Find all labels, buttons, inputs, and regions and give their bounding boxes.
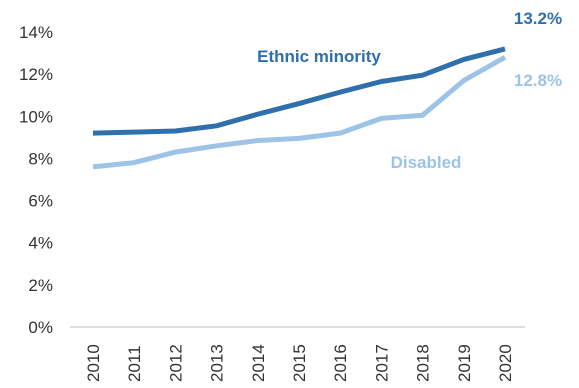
y-tick-label: 8% xyxy=(28,149,53,168)
x-tick-label: 2014 xyxy=(249,344,268,382)
y-tick-label: 6% xyxy=(28,192,53,211)
series-lines xyxy=(92,46,507,170)
series-line-ethnic-minority xyxy=(92,46,506,136)
x-tick-label: 2019 xyxy=(455,344,474,382)
series-end-value-label: 12.8% xyxy=(514,71,562,90)
series-name-label: Disabled xyxy=(391,153,462,172)
x-tick-label: 2017 xyxy=(372,344,391,382)
x-tick-label: 2011 xyxy=(125,345,144,382)
x-tick-label: 2020 xyxy=(496,344,515,382)
y-tick-label: 4% xyxy=(28,234,53,253)
y-tick-label: 14% xyxy=(19,23,53,42)
x-tick-label: 2012 xyxy=(166,344,185,382)
series-name-label: Ethnic minority xyxy=(257,47,381,66)
x-tick-label: 2016 xyxy=(331,344,350,382)
x-axis: 2010 2011 2012 2013 2014 2015 2016 2017 2018 2019… xyxy=(70,326,525,382)
x-tick-label: 2015 xyxy=(290,344,309,382)
series-end-value-label: 13.2% xyxy=(514,9,562,28)
y-axis: 0% 2% 4% 6% 8% 10% 12% 14% xyxy=(19,23,53,337)
series-line-disabled xyxy=(92,55,507,170)
y-tick-label: 0% xyxy=(28,318,53,337)
x-tick-label: 2018 xyxy=(414,344,433,382)
y-tick-label: 12% xyxy=(19,65,53,84)
y-tick-label: 2% xyxy=(28,276,53,295)
x-tick-label: 2010 xyxy=(84,344,103,382)
series-labels: Ethnic minority Disabled 13.2% 12.8% xyxy=(257,9,562,172)
x-tick-label: 2013 xyxy=(208,344,227,382)
y-tick-label: 10% xyxy=(19,107,53,126)
